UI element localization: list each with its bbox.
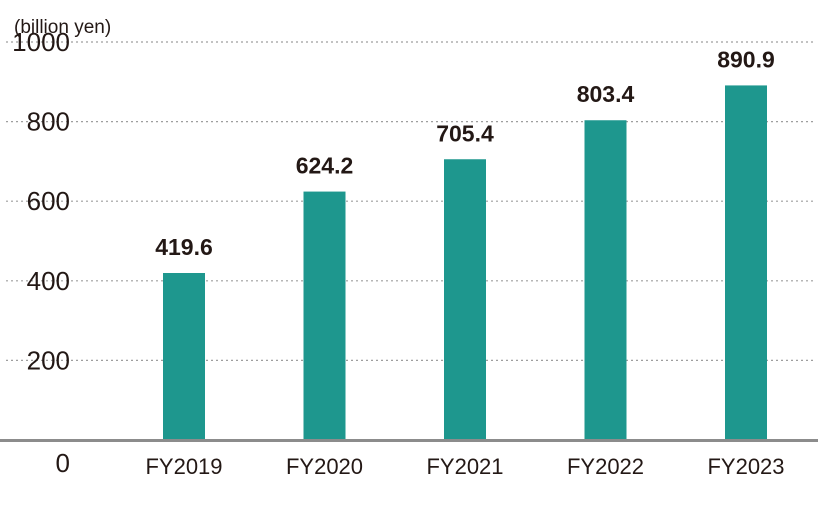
gridlines [6,41,816,361]
y-tick-label: 800 [27,107,70,137]
data-labels: 419.6 624.2 705.4 803.4 890.9 [155,46,775,260]
x-tick-label: FY2020 [286,454,363,479]
x-tick-label: FY2022 [567,454,644,479]
x-tick-label: FY2023 [707,454,784,479]
data-label: 803.4 [577,81,635,107]
y-tick-label: 0 [56,448,70,478]
data-label: 624.2 [296,153,354,179]
y-tick-label: 400 [27,266,70,296]
bar [584,120,627,441]
y-tick-label: 600 [27,186,70,216]
data-label: 419.6 [155,234,213,260]
bar [303,191,346,440]
data-label: 890.9 [717,46,775,72]
y-tick-label: 200 [27,345,70,375]
unit-label: (billion yen) [14,17,111,38]
x-tick-label: FY2021 [426,454,503,479]
x-axis-categories: FY2019 FY2020 FY2021 FY2022 FY2023 [145,454,784,479]
y-axis-ticks: 0 200 400 600 800 1000 [12,27,70,478]
bar [725,85,767,440]
bar [444,159,486,440]
bars [163,85,767,441]
x-tick-label: FY2019 [145,454,222,479]
data-label: 705.4 [436,120,494,146]
y-tick-label: 1000 [12,27,70,57]
bar [163,272,205,440]
